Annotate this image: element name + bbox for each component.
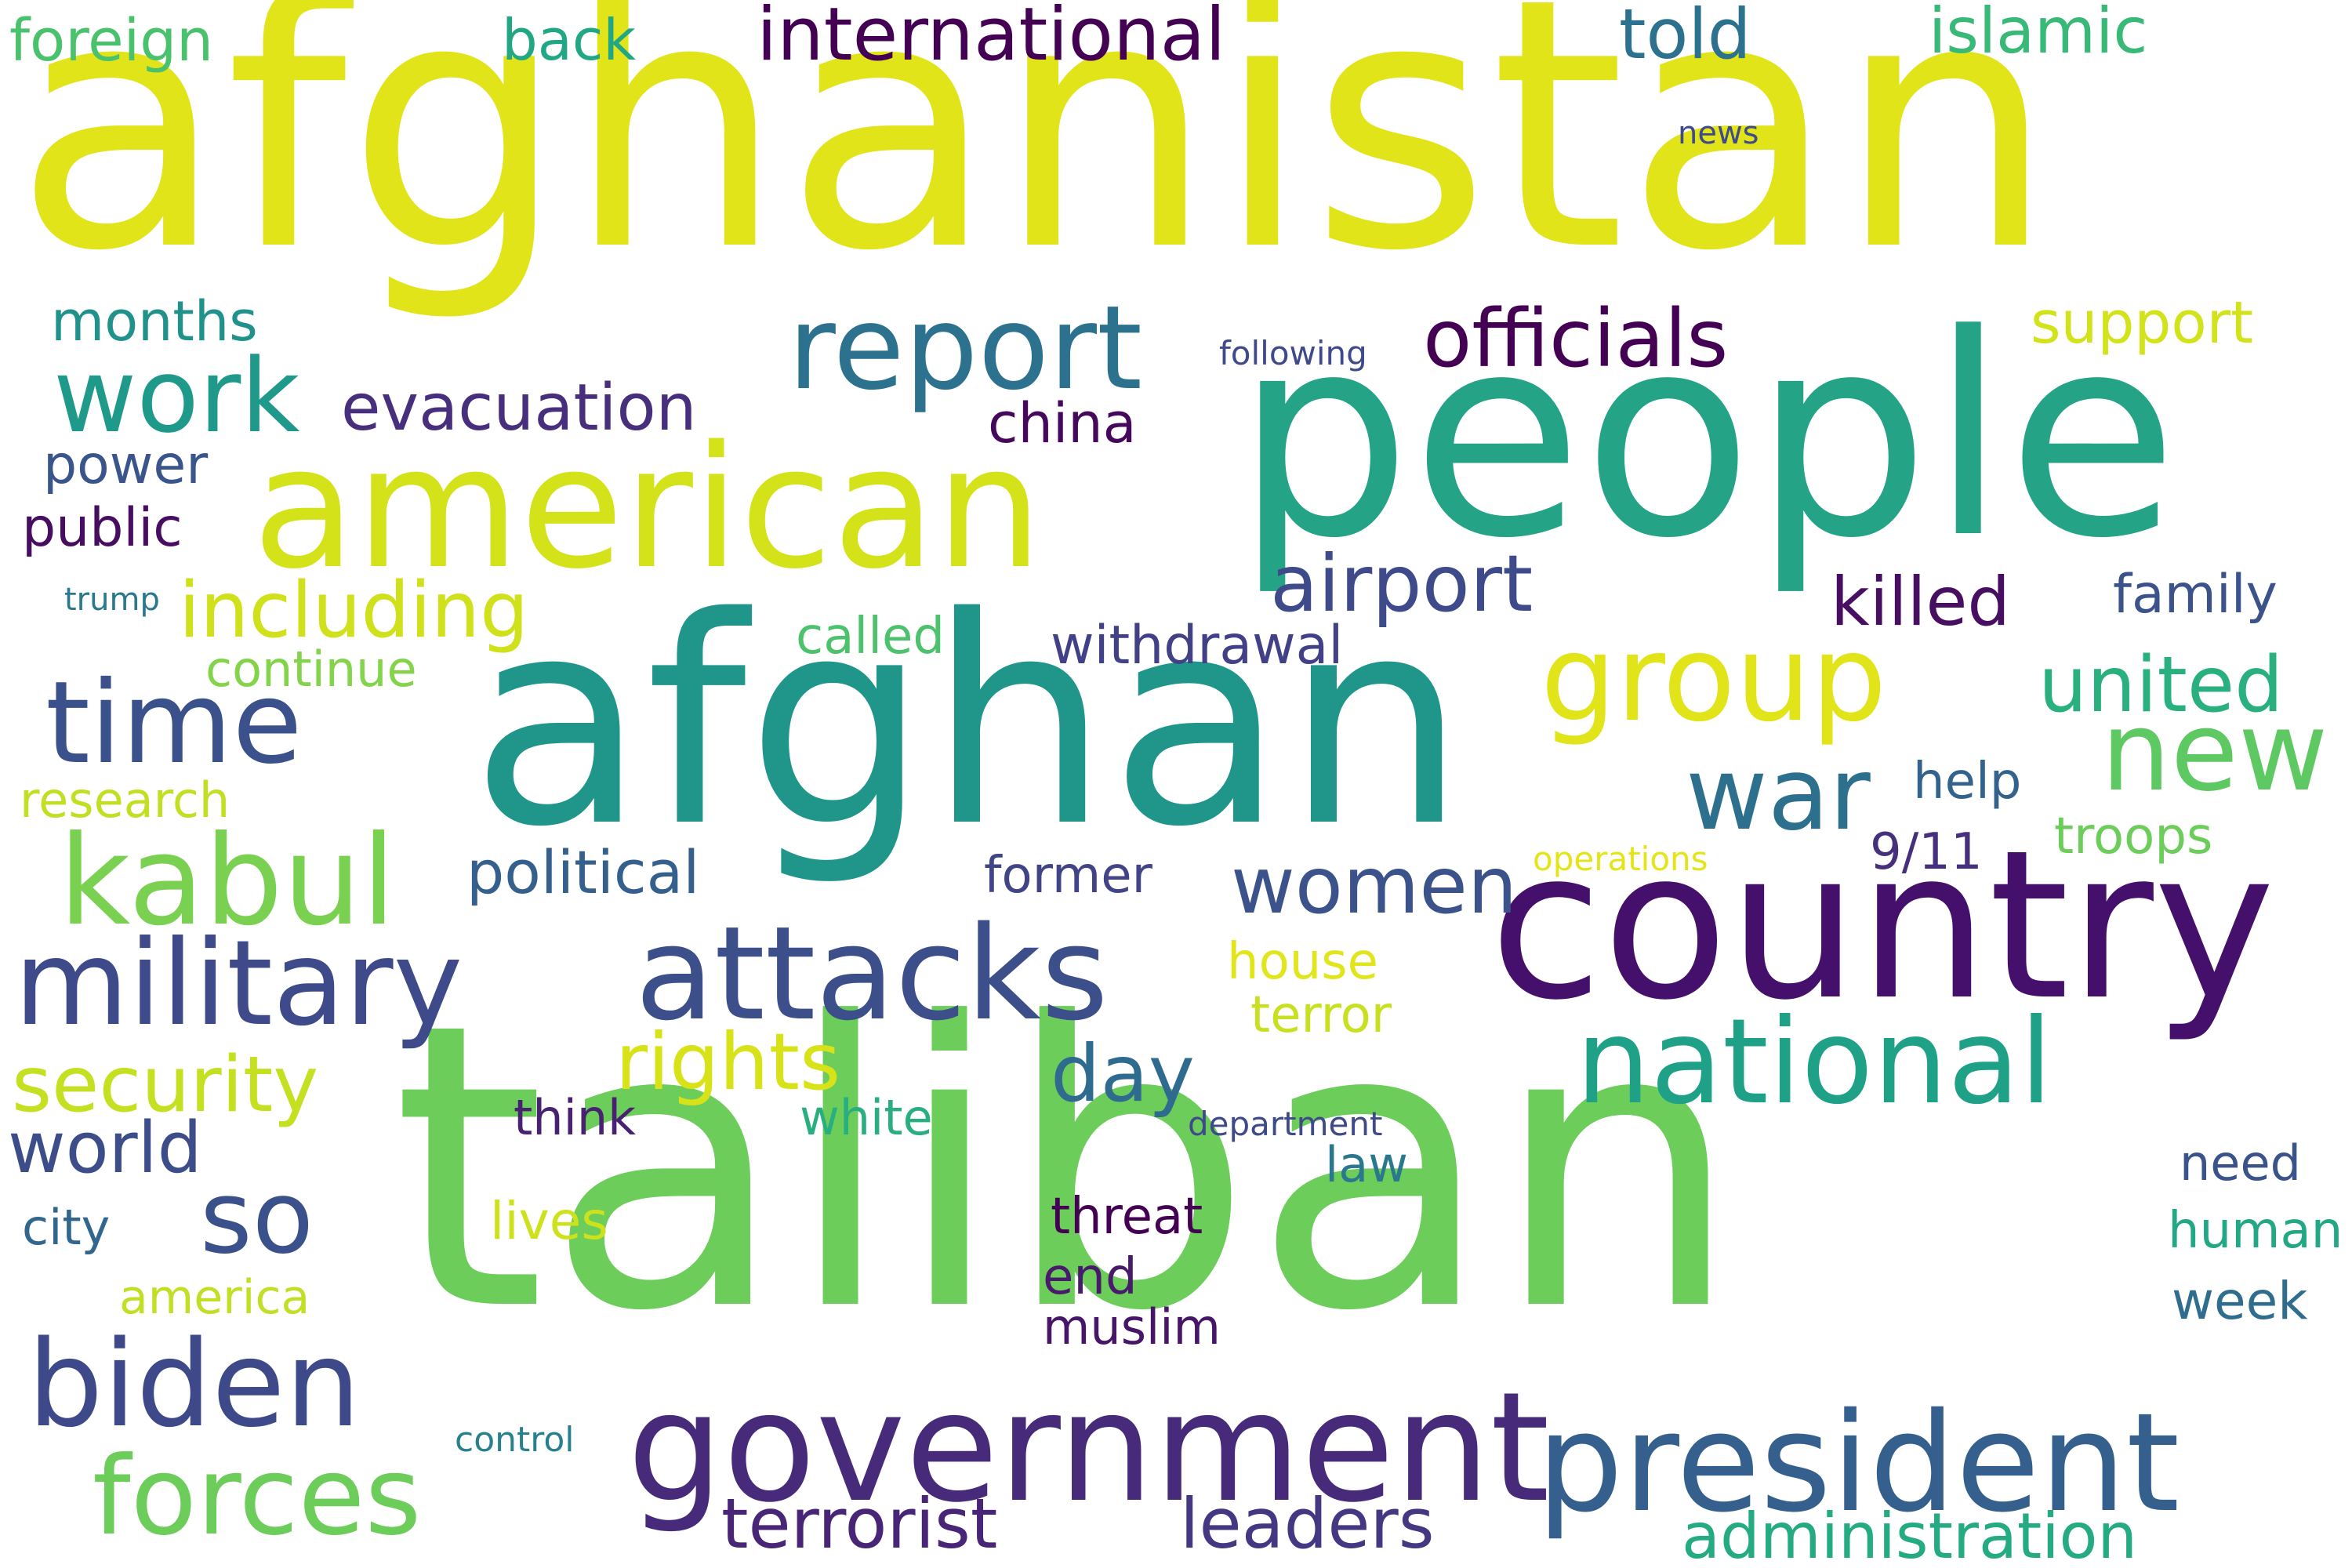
word-think: think [514, 1089, 637, 1146]
word-former: former [984, 847, 1152, 905]
word-time: time [45, 657, 303, 789]
word-human: human [2168, 1202, 2343, 1260]
word-department: department [1188, 1105, 1383, 1143]
word-law: law [1325, 1136, 1408, 1193]
word-people: people [1235, 274, 2179, 599]
word-support: support [2031, 289, 2254, 357]
word-muslim: muslim [1043, 1298, 1221, 1356]
word-power: power [43, 434, 209, 496]
word-city: city [22, 1199, 111, 1256]
word-islamic: islamic [1929, 0, 2148, 67]
word-military: military [14, 916, 463, 1052]
word-american: american [252, 409, 1043, 606]
word-news: news [1678, 115, 1759, 151]
word-so: so [200, 1160, 314, 1276]
word-international: international [757, 0, 1226, 78]
word-administration: administration [1682, 1500, 2138, 1568]
word-political: political [466, 837, 700, 907]
word-week: week [2172, 1271, 2308, 1331]
word-9/11: 9/11 [1870, 823, 1983, 881]
word-control: control [455, 1420, 575, 1460]
word-operations: operations [1533, 840, 1708, 878]
word-withdrawal: withdrawal [1051, 615, 1344, 677]
word-lives: lives [490, 1191, 608, 1251]
word-back: back [502, 7, 637, 73]
word-country: country [1490, 806, 2275, 1045]
word-group: group [1541, 609, 1887, 748]
word-end: end [1043, 1248, 1138, 1306]
word-day: day [1051, 1028, 1195, 1120]
word-killed: killed [1831, 563, 2010, 641]
word-china: china [988, 391, 1137, 456]
word-america: america [119, 1270, 310, 1325]
word-house: house [1227, 933, 1378, 991]
word-war: war [1686, 736, 1871, 853]
word-help: help [1913, 753, 2022, 811]
word-biden: biden [27, 1315, 361, 1454]
word-foreign: foreign [9, 7, 214, 74]
word-afghanistan: afghanistan [14, 0, 2056, 326]
word-government: government [627, 1359, 1550, 1536]
word-told: told [1619, 0, 1751, 74]
word-attacks: attacks [635, 898, 1109, 1049]
word-world: world [8, 1107, 202, 1189]
word-forces: forces [93, 1433, 422, 1559]
word-terror: terror [1250, 986, 1392, 1044]
word-including: including [179, 566, 529, 655]
word-research: research [20, 771, 230, 829]
word-white: white [800, 1089, 933, 1146]
word-officials: officials [1423, 292, 1729, 386]
word-trump: trump [64, 582, 160, 618]
word-afghan: afghan [470, 557, 1467, 890]
word-national: national [1576, 994, 2053, 1131]
word-need: need [2180, 1134, 2301, 1192]
word-troops: troops [2054, 808, 2213, 866]
word-work: work [53, 336, 300, 456]
word-president: president [1537, 1384, 2180, 1543]
word-public: public [22, 497, 183, 559]
word-called: called [796, 608, 945, 666]
word-airport: airport [1270, 538, 1534, 630]
word-kabul: kabul [59, 809, 396, 953]
word-threat: threat [1051, 1188, 1203, 1246]
word-continue: continue [205, 641, 417, 698]
word-terrorist: terrorist [721, 1483, 998, 1564]
word-new: new [2101, 688, 2328, 816]
word-family: family [2113, 564, 2278, 626]
word-following: following [1219, 334, 1367, 372]
word-women: women [1231, 840, 1518, 931]
word-security: security [12, 1040, 319, 1130]
word-taliban: taliban [392, 940, 1741, 1396]
word-months: months [51, 289, 258, 354]
word-report: report [788, 281, 1143, 416]
word-evacuation: evacuation [341, 371, 697, 445]
word-united: united [2038, 641, 2284, 730]
word-rights: rights [615, 1016, 841, 1108]
word-leaders: leaders [1180, 1483, 1435, 1564]
